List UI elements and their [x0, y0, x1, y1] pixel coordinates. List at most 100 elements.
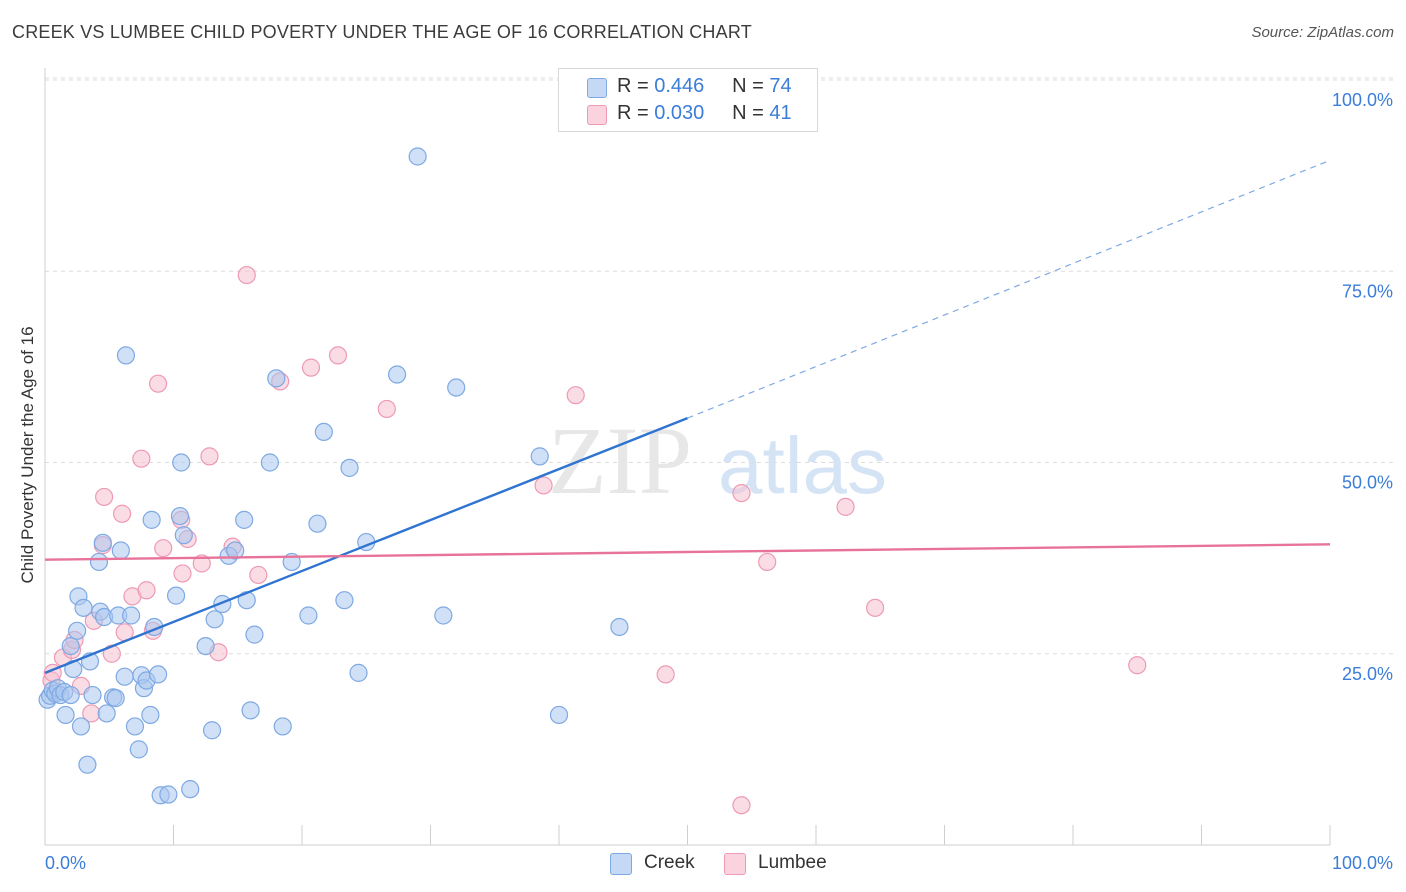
creek-point: [106, 689, 125, 708]
creek-legend-label: Creek: [644, 852, 695, 873]
lumbee-point: [249, 565, 268, 585]
grid-lines: [45, 77, 1395, 655]
lumbee-swatch: [587, 105, 607, 125]
n-label: N =: [732, 75, 764, 97]
creek-point: [116, 346, 136, 365]
creek-point: [121, 606, 141, 625]
creek-point: [115, 667, 134, 686]
creek-point: [172, 453, 191, 472]
lumbee-point: [758, 552, 777, 572]
creek-point: [260, 453, 279, 472]
lumbee-n-value: 41: [769, 102, 792, 124]
lumbee-point: [173, 564, 192, 583]
creek-point: [387, 365, 407, 384]
creek-point: [447, 378, 466, 397]
creek-point: [111, 541, 130, 560]
creek-points: [38, 147, 629, 805]
lumbee-point: [192, 554, 211, 573]
axes: [44, 68, 1331, 846]
creek-point: [78, 755, 97, 774]
creek-point: [549, 705, 569, 725]
creek-point: [273, 717, 292, 736]
watermark-zip: ZIP: [548, 407, 692, 514]
lumbee-point: [732, 484, 751, 503]
creek-point: [235, 510, 254, 529]
creek-point: [314, 422, 333, 441]
creek-point: [241, 701, 260, 720]
creek-point: [530, 447, 549, 466]
lumbee-point: [132, 449, 151, 468]
creek-point: [340, 458, 359, 477]
lumbee-point: [301, 358, 321, 377]
lumbee-point: [656, 665, 675, 684]
creek-point: [74, 598, 93, 617]
lumbee-r-value: 0.030: [654, 102, 705, 124]
creek-point: [299, 606, 318, 625]
source-label: Source: ZipAtlas.com: [1251, 24, 1394, 41]
lumbee-point: [237, 265, 256, 285]
creek-point: [83, 685, 102, 705]
creek-swatch: [587, 78, 607, 98]
creek-n-value: 74: [769, 75, 792, 97]
lumbee-point: [112, 504, 132, 523]
lumbee-point: [148, 374, 168, 393]
y-tick-label: 50.0%: [1342, 473, 1393, 493]
lumbee-point: [377, 399, 396, 419]
lumbee-point: [732, 796, 751, 815]
creek-point: [434, 606, 453, 625]
x-tick-label: 0.0%: [45, 853, 86, 873]
creek-point: [61, 685, 80, 705]
creek-point: [349, 663, 368, 682]
r-label: R =: [617, 102, 649, 124]
n-label: N =: [732, 102, 764, 124]
y-tick-label: 25.0%: [1342, 664, 1393, 684]
creek-point: [335, 591, 354, 610]
creek-point: [141, 705, 160, 725]
correlation-legend: R = 0.446 N = 74 R = 0.030 N = 41: [558, 68, 818, 132]
lumbee-point: [328, 346, 348, 365]
y-tick-label: 75.0%: [1342, 281, 1393, 301]
creek-point: [61, 636, 80, 656]
lumbee-point: [534, 476, 553, 495]
creek-trend-line: [44, 417, 688, 674]
creek-point: [267, 369, 286, 388]
lumbee-point: [836, 497, 855, 516]
creek-point: [159, 785, 178, 804]
lumbee-point: [1128, 656, 1147, 675]
creek-trend-extension: [687, 159, 1331, 419]
creek-point: [196, 636, 215, 656]
creek-point: [129, 740, 148, 759]
creek-r-value: 0.446: [654, 75, 705, 97]
r-label: R =: [617, 75, 649, 97]
lumbee-point: [566, 386, 585, 405]
creek-point: [610, 617, 629, 637]
lumbee-point: [137, 581, 156, 600]
creek-point: [205, 610, 224, 629]
creek-point: [202, 721, 222, 740]
creek-point: [226, 541, 245, 560]
creek-point: [56, 705, 75, 725]
tick-labels: 25.0% 50.0% 75.0% 100.0% 0.0% 100.0%: [45, 90, 1393, 873]
creek-point: [97, 704, 116, 723]
creek-point: [125, 717, 145, 736]
lumbee-point: [200, 447, 219, 466]
creek-point: [245, 625, 264, 644]
creek-point: [142, 510, 161, 529]
creek-legend-swatch: [610, 853, 632, 875]
lumbee-trend-line: [44, 543, 1331, 561]
lumbee-legend-label: Lumbee: [758, 852, 827, 873]
creek-point: [89, 552, 109, 572]
creek-point: [68, 621, 87, 640]
creek-point: [170, 506, 190, 526]
chart-title: CREEK VS LUMBEE CHILD POVERTY UNDER THE …: [12, 22, 752, 42]
lumbee-legend-swatch: [724, 853, 746, 875]
creek-point: [148, 665, 168, 684]
lumbee-point: [866, 598, 885, 617]
creek-point: [174, 526, 193, 545]
creek-point: [408, 147, 427, 166]
trend-lines: [44, 159, 1331, 674]
creek-point: [166, 586, 186, 605]
creek-point: [308, 514, 327, 533]
y-tick-label: 100.0%: [1332, 90, 1393, 110]
